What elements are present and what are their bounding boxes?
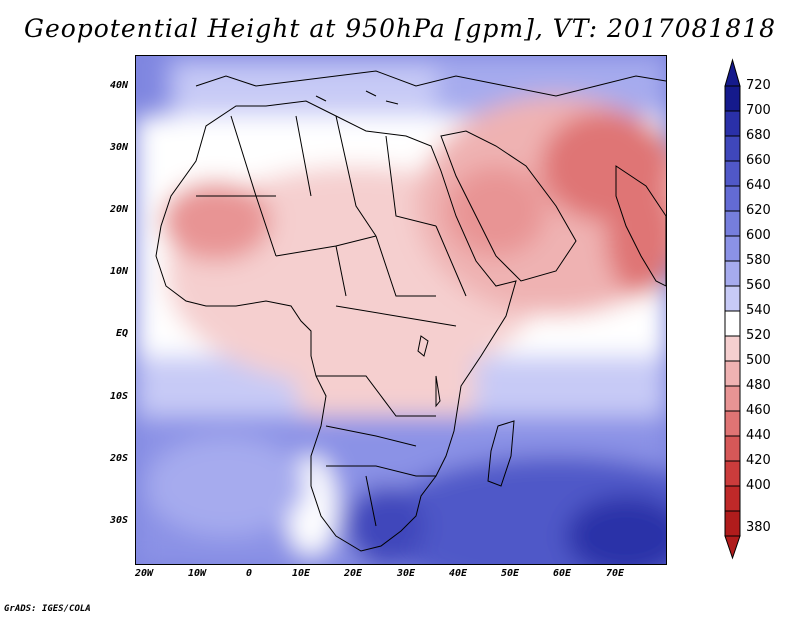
lon-label-20e: 20E (343, 568, 363, 579)
arabia-coast (440, 130, 577, 282)
colorbar-label-680: 680 (746, 128, 771, 143)
lakes (417, 335, 441, 408)
med-islands (315, 90, 399, 105)
colorbar-label-460: 460 (746, 403, 771, 418)
colorbar-label-580: 580 (746, 253, 771, 268)
africa-coast (155, 100, 517, 552)
colorbar-label-520: 520 (746, 328, 771, 343)
lat-label-10n: 10N (109, 266, 128, 277)
geopotential-map (136, 56, 666, 564)
lat-label-20n: 20N (109, 204, 128, 215)
colorbar-box-640 (724, 185, 741, 212)
lat-label-30s: 30S (109, 515, 128, 526)
colorbar-label-540: 540 (746, 303, 771, 318)
field-red-sahara (161, 181, 271, 261)
lon-label-0: 0 (245, 568, 253, 579)
colorbar-box-480 (724, 385, 741, 412)
chart-title: Geopotential Height at 950hPa [gpm], VT:… (23, 14, 777, 43)
colorbar-box-540 (724, 310, 741, 337)
colorbar-box-700 (724, 110, 741, 137)
credit-text: GrADS: IGES/COLA (4, 604, 91, 614)
field-south-sa (346, 486, 426, 564)
colorbar-box-500 (724, 360, 741, 387)
colorbar-box-580 (724, 260, 741, 287)
madagascar-coast (487, 420, 515, 487)
colorbar-box-520 (724, 335, 741, 362)
colorbar-label-440: 440 (746, 428, 771, 443)
lon-label-20w: 20W (134, 568, 154, 579)
lat-label-eq: EQ (115, 328, 128, 339)
colorbar-label-640: 640 (746, 178, 771, 193)
colorbar-label-720: 720 (746, 78, 771, 93)
field-red-india (606, 176, 666, 296)
colorbar-box-680 (724, 135, 741, 162)
lon-label-10w: 10W (187, 568, 207, 579)
colorbar-label-560: 560 (746, 278, 771, 293)
colorbar-label-600: 600 (746, 228, 771, 243)
colorbar-box-440 (724, 435, 741, 462)
india-coast (615, 165, 666, 287)
lat-label-40n: 40N (109, 80, 128, 91)
lon-label-40e: 40E (448, 568, 468, 579)
lon-label-30e: 30E (396, 568, 416, 579)
colorbar-top-arrow (724, 58, 741, 87)
colorbar-label-660: 660 (746, 153, 771, 168)
colorbar-box-400 (724, 485, 741, 512)
colorbar-bottom-arrow (724, 535, 741, 560)
colorbar-boxes (724, 85, 741, 537)
colorbar-label-420: 420 (746, 453, 771, 468)
colorbar-label-500: 500 (746, 353, 771, 368)
lat-label-30n: 30N (109, 142, 128, 153)
colorbar-box-380 (724, 510, 741, 537)
colorbar-label-620: 620 (746, 203, 771, 218)
field-shading (136, 56, 666, 564)
colorbar-label-480: 480 (746, 378, 771, 393)
lon-label-50e: 50E (500, 568, 520, 579)
lon-label-10e: 10E (291, 568, 311, 579)
lat-label-20s: 20S (109, 453, 128, 464)
colorbar-box-620 (724, 210, 741, 237)
colorbar-box-420 (724, 460, 741, 487)
map-panel (135, 55, 667, 565)
colorbar-box-660 (724, 160, 741, 187)
coastlines (155, 70, 666, 552)
colorbar-box-720 (724, 85, 741, 112)
colorbar-box-560 (724, 285, 741, 312)
colorbar-box-600 (724, 235, 741, 262)
colorbar-label-700: 700 (746, 103, 771, 118)
colorbar-label-380: 380 (746, 520, 771, 535)
lat-label-10s: 10S (109, 391, 128, 402)
colorbar-box-460 (724, 410, 741, 437)
field-south-deeper (566, 496, 666, 564)
field-atl-light (146, 436, 306, 536)
field-red-arabia (446, 166, 546, 256)
lon-label-60e: 60E (552, 568, 572, 579)
europe-coast (195, 70, 666, 97)
borders (196, 115, 467, 527)
colorbar-label-400: 400 (746, 478, 771, 493)
lon-label-70e: 70E (605, 568, 625, 579)
